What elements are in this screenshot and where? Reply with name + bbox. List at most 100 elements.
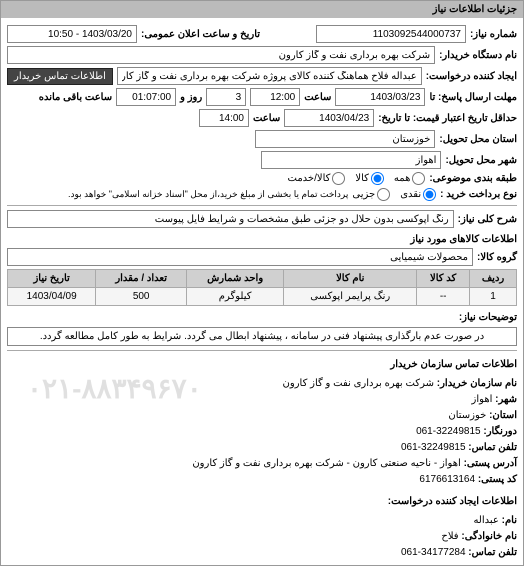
row-province: استان محل تحویل: [7,130,517,148]
td-4: 500 [96,288,187,306]
c-address: اهواز - ناحیه صنعتی کارون - شرکت بهره بر… [192,458,460,469]
validity-date-input[interactable] [284,109,374,127]
remaining-label: ساعت باقی مانده [39,92,112,103]
cat-goods-label: کالا [355,173,369,184]
city-input[interactable] [261,151,441,169]
row-category: طبقه بندی موضوعی: همه کالا کالا/خدمت [7,172,517,185]
c-postal-line: کد پستی: 6176613164 [7,472,517,488]
c-address-label: آدرس پستی: [464,458,517,469]
requester-input[interactable] [117,67,422,85]
row-validity: حداقل تاریخ اعتبار قیمت: تا تاریخ: ساعت [7,109,517,127]
days-input[interactable] [206,88,246,106]
notes-label: توضیحات نیاز: [459,312,517,323]
th-2: نام کالا [284,270,417,288]
notes-box: در صورت عدم بارگذاری پیشنهاد فنی در ساما… [7,327,517,346]
province-label: استان محل تحویل: [439,134,517,145]
cat-service-item[interactable]: کالا/خدمت [288,172,346,185]
remaining-input[interactable] [116,88,176,106]
cat-all-item[interactable]: همه [394,172,425,185]
c-fax-label: دورنگار: [483,426,517,437]
c-address-line: آدرس پستی: اهواز - ناحیه صنعتی کارون - ش… [7,456,517,472]
row-city: شهر محل تحویل: [7,151,517,169]
c-province-line: استان: خوزستان [7,408,517,424]
row-desc: شرح کلی نیاز: [7,210,517,228]
th-0: ردیف [470,270,517,288]
deadline-time-input[interactable] [250,88,300,106]
th-5: تاریخ نیاز [8,270,96,288]
c-city-line: شهر: اهواز [7,392,517,408]
pt-partial-radio[interactable] [377,188,390,201]
th-4: تعداد / مقدار [96,270,187,288]
c-phone-label: تلفن تماس: [468,442,517,453]
c-province-label: استان: [489,410,517,421]
pt-partial-item[interactable]: جزیی [352,188,390,201]
c-phone-line: تلفن تماس: 32249815-061 [7,440,517,456]
desc-input[interactable] [7,210,454,228]
announce-input[interactable] [7,25,137,43]
panel-title: جزئیات اطلاعات نیاز [1,1,523,18]
c-name-line: نام: عبداله [7,513,517,529]
days-label: روز و [180,92,202,103]
requester-label: ایجاد کننده درخواست: [426,71,517,82]
divider-1 [7,205,517,206]
need-number-input[interactable] [316,25,466,43]
c-name-label: نام: [502,515,517,526]
row-goods-group: گروه کالا: [7,248,517,266]
details-panel: جزئیات اطلاعات نیاز شماره نیاز: تاریخ و … [0,0,524,566]
goods-table: ردیف کد کالا نام کالا واحد شمارش تعداد /… [7,269,517,306]
c-fax-line: دورنگار: 32249815-061 [7,424,517,440]
td-3: کیلوگرم [187,288,284,306]
table-header-row: ردیف کد کالا نام کالا واحد شمارش تعداد /… [8,270,517,288]
buyer-org-label: نام دستگاه خریدار: [439,50,517,61]
pt-cash-radio[interactable] [423,188,436,201]
contact-button[interactable]: اطلاعات تماس خریدار [7,68,113,85]
announce-label: تاریخ و ساعت اعلان عمومی: [141,29,260,40]
contact-section-title: اطلاعات تماس سازمان خریدار [7,357,517,373]
td-0: 1 [470,288,517,306]
c-org: شرکت بهره برداری نفت و گاز کارون [283,378,434,389]
pt-partial-label: جزیی [352,189,375,200]
row-requester: ایجاد کننده درخواست: اطلاعات تماس خریدار [7,67,517,85]
category-label: طبقه بندی موضوعی: [429,173,517,184]
c-org-line: نام سازمان خریدار: شرکت بهره برداری نفت … [7,376,517,392]
buyer-org-input[interactable] [7,46,435,64]
time-label-1: ساعت [304,92,331,103]
panel-body: شماره نیاز: تاریخ و ساعت اعلان عمومی: نا… [1,18,523,565]
cat-goods-radio[interactable] [371,172,384,185]
pt-desc: پرداخت تمام یا بخشی از مبلغ خرید،از محل … [68,189,348,200]
c-phone: 32249815-061 [401,442,466,453]
c-province: خوزستان [448,410,486,421]
row-notes: توضیحات نیاز: [7,312,517,323]
category-radio-group: همه کالا کالا/خدمت [288,172,426,185]
validity-time-input[interactable] [199,109,249,127]
cat-service-label: کالا/خدمت [288,173,331,184]
row-need-number: شماره نیاز: تاریخ و ساعت اعلان عمومی: [7,25,517,43]
province-input[interactable] [255,130,435,148]
divider-2 [7,350,517,351]
validity-label: حداقل تاریخ اعتبار قیمت: تا تاریخ: [378,113,517,124]
row-deadline: مهلت ارسال پاسخ: تا ساعت روز و ساعت باقی… [7,88,517,106]
c-postal-label: کد پستی: [478,474,517,485]
goods-group-input[interactable] [7,248,473,266]
c-city-label: شهر: [495,394,517,405]
c-tel-label: تلفن تماس: [468,547,517,558]
td-1: -- [417,288,470,306]
c-family-line: نام خانوادگی: فلاح [7,529,517,545]
pt-cash-item[interactable]: نقدی [400,188,436,201]
c-tel: 34177284-061 [401,547,466,558]
c-org-label: نام سازمان خریدار: [437,378,517,389]
cat-all-label: همه [394,173,410,184]
cat-service-radio[interactable] [332,172,345,185]
c-postal: 6176613164 [419,474,475,485]
row-buyer-org: نام دستگاه خریدار: [7,46,517,64]
cat-all-radio[interactable] [412,172,425,185]
th-1: کد کالا [417,270,470,288]
c-city: اهواز [472,394,493,405]
row-purchase-type: نوع برداخت خرید : نقدی جزیی پرداخت تمام … [7,188,517,201]
deadline-date-input[interactable] [335,88,425,106]
time-label-2: ساعت [253,113,280,124]
table-row: 1 -- رنگ پرایمر اپوکسی کیلوگرم 500 1403/… [8,288,517,306]
c-tel-line: تلفن تماس: 34177284-061 [7,545,517,561]
cat-goods-item[interactable]: کالا [355,172,384,185]
need-number-label: شماره نیاز: [470,29,517,40]
